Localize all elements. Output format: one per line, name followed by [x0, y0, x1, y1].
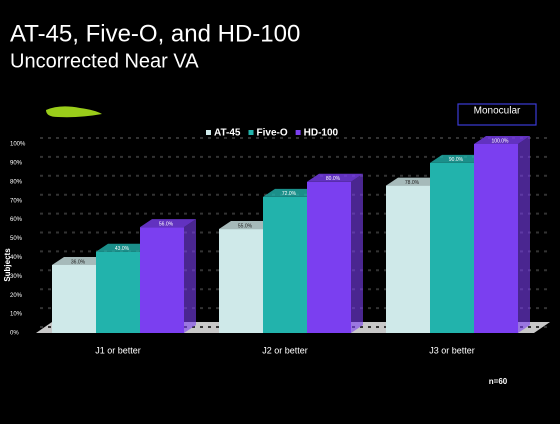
bar-front [219, 229, 263, 333]
bar-front [140, 227, 184, 333]
bar [307, 173, 363, 333]
bar-front [307, 181, 351, 333]
y-tick-label: 30% [10, 274, 23, 280]
legend-swatch [206, 130, 211, 135]
bar-top [307, 173, 363, 182]
legend: AT-45 Five-O HD-100 [206, 128, 339, 139]
y-tick-label: 0% [10, 331, 19, 337]
legend-label: AT-45 [214, 128, 241, 139]
y-tick-label: 20% [10, 293, 23, 299]
bar-top [140, 219, 196, 228]
y-tick-label: 60% [10, 217, 23, 223]
bar-top [386, 177, 442, 186]
bar [140, 219, 196, 333]
x-tick-label: J3 or better [429, 345, 475, 355]
bar-top [96, 243, 152, 252]
y-tick-label: 70% [10, 198, 23, 204]
value-label: 78.0% [405, 180, 420, 186]
y-tick-label: 50% [10, 236, 23, 242]
bar-front [263, 196, 307, 333]
y-tick-label: 100% [10, 142, 26, 148]
bar-front [430, 162, 474, 333]
title: AT-45, Five-O, and HD-100 [10, 20, 300, 47]
x-tick-label: J2 or better [262, 345, 308, 355]
legend-swatch [295, 130, 301, 135]
subtitle: Uncorrected Near VA [10, 50, 199, 72]
y-tick-label: 90% [10, 160, 23, 166]
bar-front [386, 185, 430, 333]
value-label: 36.0% [71, 259, 86, 265]
bar-top [219, 221, 275, 230]
x-tick-label: J1 or better [95, 345, 141, 355]
bar-top [474, 136, 530, 144]
y-tick-label: 10% [10, 312, 23, 318]
bars: 36.0% 43.0% 56.0% 55.0% 72.0% 80.0% 78.0% 90.0%… [52, 136, 530, 333]
annotation: Monocular [474, 106, 521, 117]
value-label: 72.0% [282, 191, 297, 197]
value-label: 80.0% [326, 176, 341, 182]
legend-label: Five-O [257, 128, 288, 139]
note: n=60 [489, 377, 508, 386]
bar [474, 136, 530, 333]
bar-front [474, 144, 518, 333]
legend-swatch [248, 130, 254, 135]
bar-side [351, 173, 363, 333]
legend-label: HD-100 [304, 128, 339, 139]
bar-top [263, 188, 319, 197]
bar-top [430, 154, 486, 163]
value-label: 56.0% [159, 221, 174, 227]
value-label: 43.0% [115, 246, 130, 252]
bar-top [52, 256, 108, 265]
annotation-box [457, 103, 537, 126]
bar-front [96, 251, 140, 333]
value-label: 100.0% [492, 138, 510, 144]
value-label: 90.0% [449, 157, 464, 163]
bar-side [518, 136, 530, 333]
y-axis-label: Subjects [3, 248, 12, 282]
y-tick-label: 80% [10, 179, 23, 185]
y-tick-label: 40% [10, 255, 23, 261]
bar-side [184, 219, 196, 333]
logo-swoosh [46, 106, 102, 118]
value-label: 55.0% [238, 223, 253, 229]
bar-front [52, 264, 96, 333]
